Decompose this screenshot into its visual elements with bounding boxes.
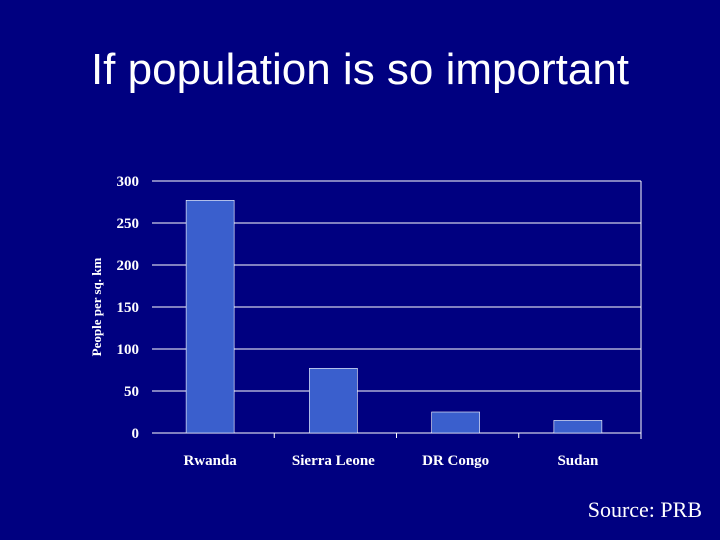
y-tick-label: 100 [117, 342, 140, 358]
y-tick-label: 300 [117, 174, 140, 190]
y-tick-label: 200 [117, 258, 140, 274]
source-credit: Source: PRB [587, 497, 702, 522]
bar-dr-congo [431, 411, 480, 434]
slide-title: If population is so important [90, 45, 630, 94]
bar-sudan [553, 420, 603, 434]
y-tick-label: 0 [132, 426, 140, 442]
x-tick-label: Sudan [557, 453, 599, 469]
x-tick-label: Rwanda [183, 453, 237, 469]
bar-sierra-leone [309, 368, 358, 434]
x-tick-label: DR Congo [422, 453, 489, 469]
bar-rwanda [185, 200, 235, 434]
y-axis-label: People per sq. km [89, 257, 104, 356]
y-tick-label: 50 [124, 384, 139, 400]
x-tick-label: Sierra Leone [292, 453, 375, 469]
y-tick-label: 250 [117, 216, 140, 232]
y-tick-label: 150 [117, 300, 140, 316]
